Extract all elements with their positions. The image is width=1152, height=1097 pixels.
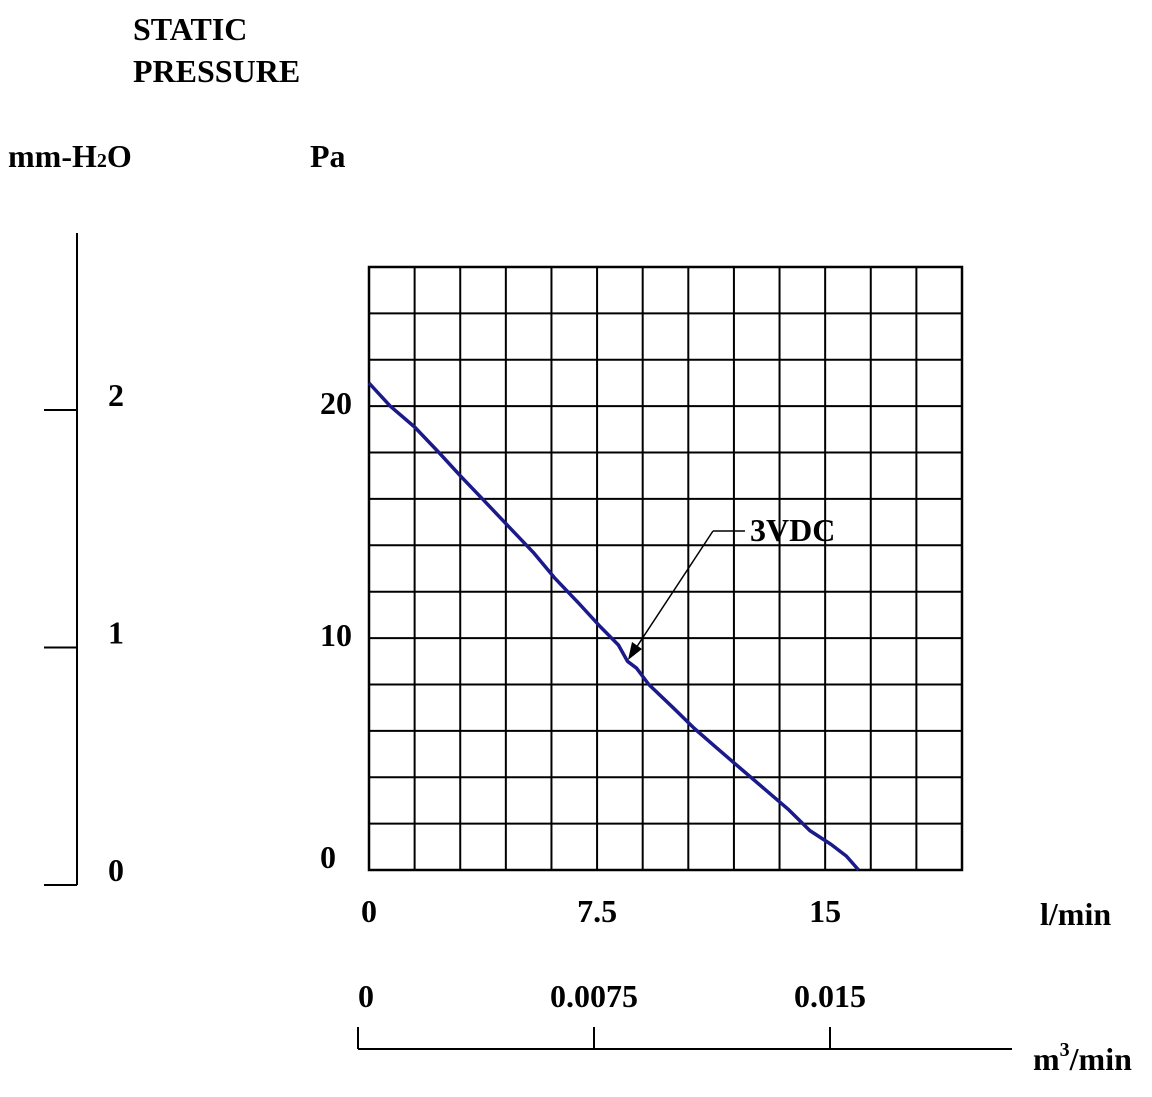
x-tick-label: 15 bbox=[809, 893, 841, 929]
plot-grid bbox=[369, 267, 962, 870]
m3-axis-unit-label: m3/min bbox=[1033, 1039, 1132, 1077]
mm-axis-ticks: 0 1 2 bbox=[44, 377, 124, 888]
left-axis-unit-label: mm-H2O bbox=[8, 138, 132, 174]
m3-axis-tick-label: 0.015 bbox=[794, 978, 866, 1014]
x-axis-label: l/min bbox=[1040, 896, 1111, 932]
mm-axis-tick-label: 0 bbox=[108, 852, 124, 888]
m3-axis-ticks: 0 0.0075 0.015 bbox=[357, 978, 866, 1049]
x-tick-label: 7.5 bbox=[577, 893, 617, 929]
chart-title-line1: STATIC bbox=[133, 11, 247, 47]
chart-title-line2: PRESSURE bbox=[133, 53, 300, 89]
plot-frame bbox=[367, 265, 964, 872]
series-line-3vdc bbox=[367, 381, 860, 872]
m3-axis-tick-label: 0.0075 bbox=[550, 978, 638, 1014]
annotation-arrowhead bbox=[628, 642, 642, 660]
mm-axis-tick-label: 2 bbox=[108, 377, 124, 413]
series-label-3vdc: 3VDC bbox=[750, 512, 835, 548]
pa-axis-ticks: 0 10 20 bbox=[320, 385, 352, 875]
pa-axis-unit-label: Pa bbox=[310, 138, 346, 174]
y-tick-label: 20 bbox=[320, 385, 352, 421]
mm-axis-tick-label: 1 bbox=[108, 615, 124, 651]
flow-axis-ticks: 0 7.5 15 bbox=[361, 893, 841, 929]
y-tick-label: 0 bbox=[320, 839, 336, 875]
x-tick-label: 0 bbox=[361, 893, 377, 929]
annotation-arrow-line bbox=[635, 530, 714, 649]
m3-axis-tick-label: 0 bbox=[358, 978, 374, 1014]
y-tick-label: 10 bbox=[320, 617, 352, 653]
